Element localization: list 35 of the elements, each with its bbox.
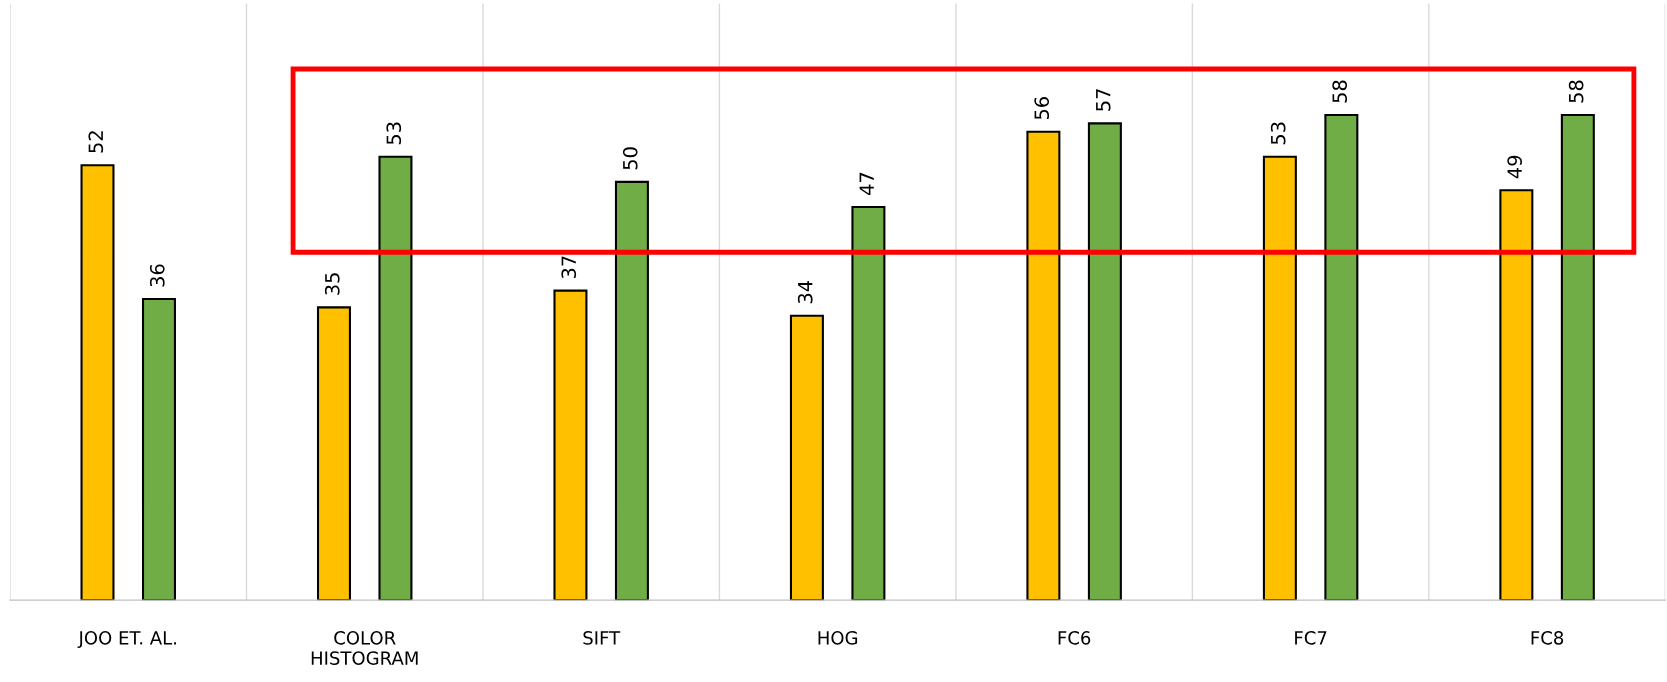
data-label: 47 [859,172,874,195]
bar [1262,155,1297,601]
bar [553,289,588,601]
data-label: 49 [1507,155,1522,179]
data-label: 57 [1096,89,1111,111]
x-tick-label: FC8 [1531,631,1564,645]
bar [141,297,176,601]
data-label: 58 [1332,80,1347,103]
data-label: 35 [324,273,340,295]
data-label: 50 [622,147,638,170]
data-label: 56 [1034,97,1050,120]
x-tick-label: FC7 [1295,631,1327,645]
bar [851,205,886,601]
data-label: 52 [88,131,104,153]
x-tick-label: SIFT [583,631,621,645]
bar [80,164,115,601]
x-tick-label: JOO ET. AL. [77,631,176,649]
data-label: 53 [1270,122,1286,145]
data-label: 34 [797,280,813,304]
bar [378,155,413,601]
data-label: 53 [386,122,402,145]
bar [1087,122,1122,601]
x-tick-label: COLOR HISTOGRAM [311,631,418,665]
bar [1560,113,1595,601]
bar [316,306,351,601]
data-label: 36 [149,264,165,287]
data-label: 58 [1568,80,1584,103]
bar [1499,189,1534,601]
bar [1324,113,1359,601]
x-tick-label: HOG [818,631,858,645]
data-label: 37 [561,256,577,279]
x-tick-label: FC6 [1058,631,1091,645]
bar [614,180,649,601]
bar [1026,130,1061,601]
bar [789,314,824,601]
